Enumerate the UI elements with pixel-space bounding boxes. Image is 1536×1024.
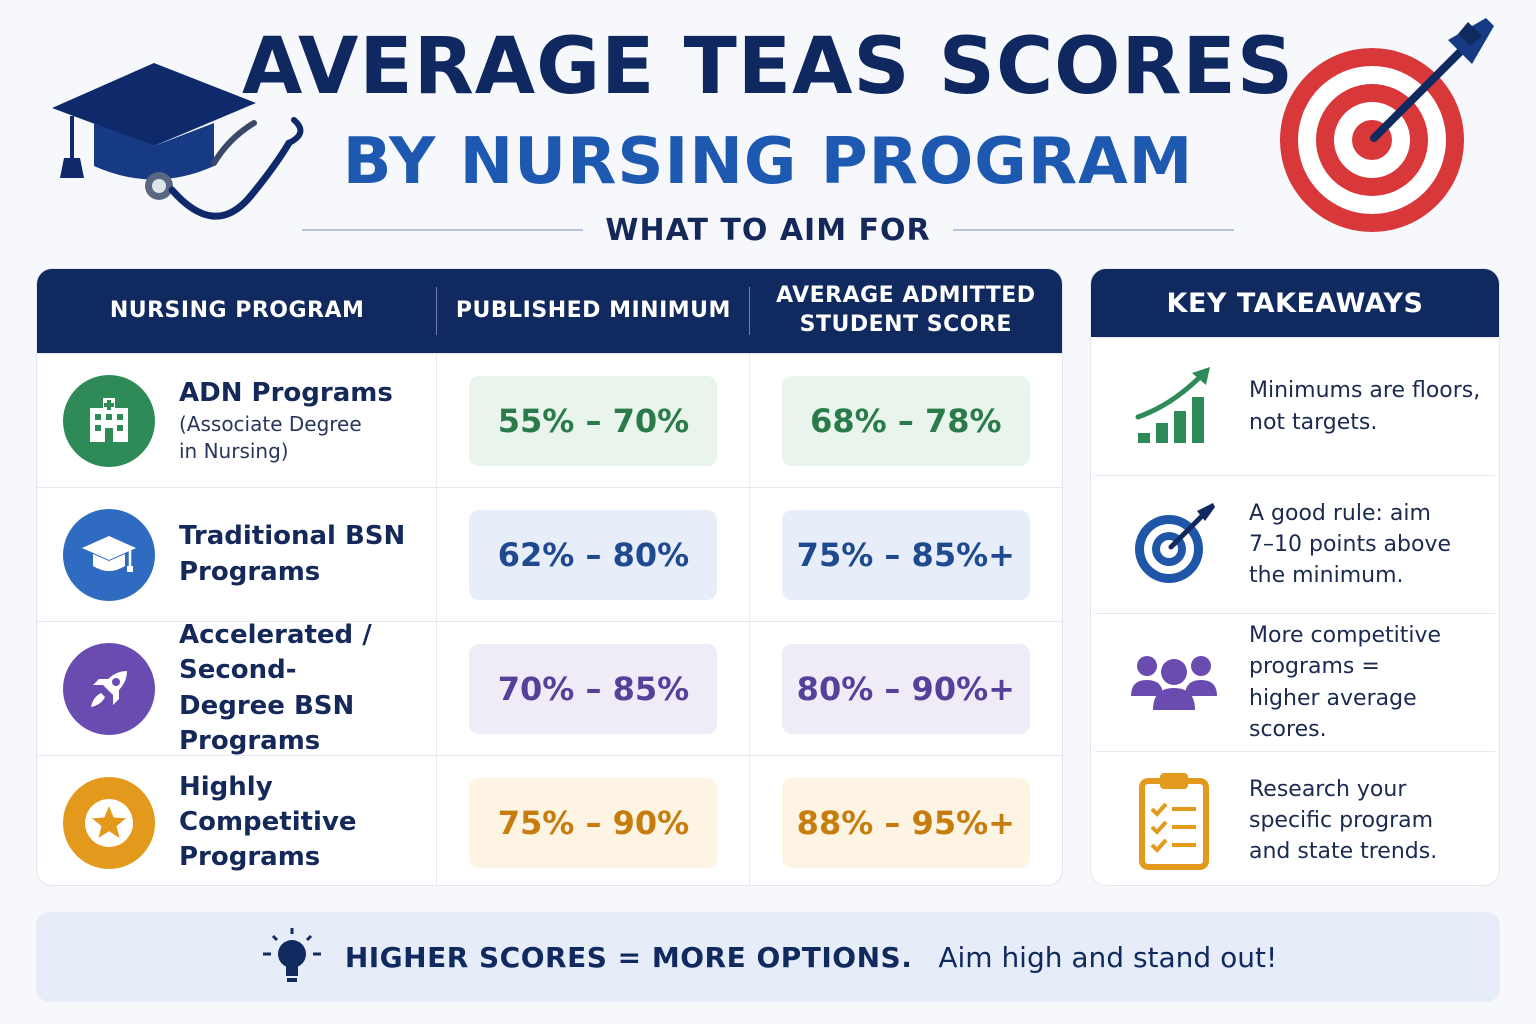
takeaways-title: KEY TAKEAWAYS: [1091, 269, 1499, 337]
column-header-average-line2: STUDENT SCORE: [799, 312, 1012, 337]
takeaway-text-line2: 7–10 points above: [1249, 531, 1452, 557]
takeaway-text: More competitive: [1249, 623, 1442, 649]
table-row: Highly Competitive Programs 75% – 90% 88…: [37, 755, 1062, 885]
average-score: 68% – 78%: [781, 375, 1030, 466]
average-cell: 88% – 95%+: [750, 756, 1062, 885]
minimum-score: 55% – 70%: [469, 375, 718, 466]
takeaway-item: A good rule: aim 7–10 points above the m…: [1095, 475, 1495, 613]
hospital-icon: [63, 374, 155, 467]
column-header-average-line1: AVERAGE ADMITTED: [776, 283, 1036, 309]
column-header-average: AVERAGE ADMITTED STUDENT SCORE: [750, 269, 1062, 353]
table-header: NURSING PROGRAM PUBLISHED MINIMUM AVERAG…: [37, 269, 1062, 353]
lightbulb-icon: [262, 928, 321, 982]
takeaway-text-line3: and state trends.: [1249, 839, 1438, 865]
program-name-line2: Degree BSN Programs: [179, 690, 355, 756]
program-name-line2: Programs: [179, 842, 321, 873]
program-cell: Highly Competitive Programs: [37, 756, 438, 885]
target-arrow-icon: [1280, 18, 1494, 232]
graduation-cap-stethoscope-icon: [52, 63, 304, 220]
table-row: Accelerated / Second- Degree BSN Program…: [37, 620, 1062, 756]
takeaway-text: Research your: [1249, 776, 1407, 802]
minimum-cell: 55% – 70%: [437, 354, 751, 487]
scores-table: NURSING PROGRAM PUBLISHED MINIMUM AVERAG…: [36, 268, 1063, 886]
table-row: ADN Programs (Associate Degree in Nursin…: [37, 353, 1062, 487]
program-name: Accelerated / Second-: [179, 620, 372, 686]
average-score: 75% – 85%+: [781, 509, 1030, 600]
minimum-cell: 70% – 85%: [437, 622, 751, 755]
program-name: Highly Competitive: [179, 771, 357, 837]
program-name: ADN Programs: [179, 377, 393, 408]
takeaway-text-line2: specific program: [1249, 807, 1434, 833]
program-cell: ADN Programs (Associate Degree in Nursin…: [37, 354, 438, 487]
average-score: 80% – 90%+: [781, 643, 1030, 734]
page-title-line2: BY NURSING PROGRAM: [342, 125, 1194, 199]
growth-chart-icon: [1119, 362, 1229, 452]
subtitle: WHAT TO AIM FOR: [605, 212, 931, 248]
program-cell: Accelerated / Second- Degree BSN Program…: [37, 620, 438, 756]
takeaway-text-line2: not targets.: [1249, 409, 1378, 435]
target-icon: [1119, 500, 1229, 590]
minimum-score: 62% – 80%: [469, 509, 718, 600]
subtitle-rule-left: [302, 229, 584, 231]
average-score: 88% – 95%+: [781, 777, 1030, 868]
star-icon: [63, 776, 155, 869]
column-header-minimum: PUBLISHED MINIMUM: [437, 269, 751, 353]
program-name: Traditional BSN: [179, 521, 406, 552]
average-cell: 75% – 85%+: [750, 488, 1062, 621]
takeaway-item: More competitive programs = higher avera…: [1095, 613, 1495, 751]
takeaway-text-line2: programs =: [1249, 654, 1380, 680]
minimum-score: 70% – 85%: [469, 643, 718, 734]
program-name-line2: Programs: [179, 556, 321, 587]
program-cell: Traditional BSN Programs: [37, 488, 438, 621]
rocket-icon: [63, 642, 155, 735]
takeaway-text-line3: the minimum.: [1249, 563, 1404, 589]
takeaway-item: Minimums are floors, not targets.: [1095, 337, 1495, 475]
graduation-cap-icon: [63, 508, 155, 601]
program-detail: (Associate Degree: [179, 412, 362, 437]
takeaway-text: Minimums are floors,: [1249, 378, 1481, 404]
minimum-score: 75% – 90%: [469, 777, 718, 868]
banner-tagline: Aim high and stand out!: [938, 940, 1278, 974]
takeaway-text-line3: higher average scores.: [1249, 685, 1417, 742]
people-icon: [1119, 638, 1229, 728]
subtitle-rule-right: [952, 229, 1234, 231]
bottom-banner: HIGHER SCORES = MORE OPTIONS. Aim high a…: [36, 912, 1500, 1002]
key-takeaways-panel: KEY TAKEAWAYS Minimums are floors, not t…: [1090, 268, 1500, 886]
table-row: Traditional BSN Programs 62% – 80% 75% –…: [37, 487, 1062, 621]
minimum-cell: 75% – 90%: [437, 756, 751, 885]
program-detail-line2: in Nursing): [179, 439, 289, 464]
column-header-program: NURSING PROGRAM: [37, 269, 438, 353]
clipboard-icon: [1119, 772, 1229, 870]
banner-headline: HIGHER SCORES = MORE OPTIONS.: [344, 940, 913, 974]
page-title: AVERAGE TEAS SCORES: [241, 22, 1295, 112]
average-cell: 80% – 90%+: [750, 622, 1062, 755]
takeaway-item: Research your specific program and state…: [1095, 751, 1495, 885]
minimum-cell: 62% – 80%: [437, 488, 751, 621]
average-cell: 68% – 78%: [750, 354, 1062, 487]
subtitle-row: WHAT TO AIM FOR: [302, 210, 1234, 250]
takeaway-text: A good rule: aim: [1249, 500, 1431, 526]
